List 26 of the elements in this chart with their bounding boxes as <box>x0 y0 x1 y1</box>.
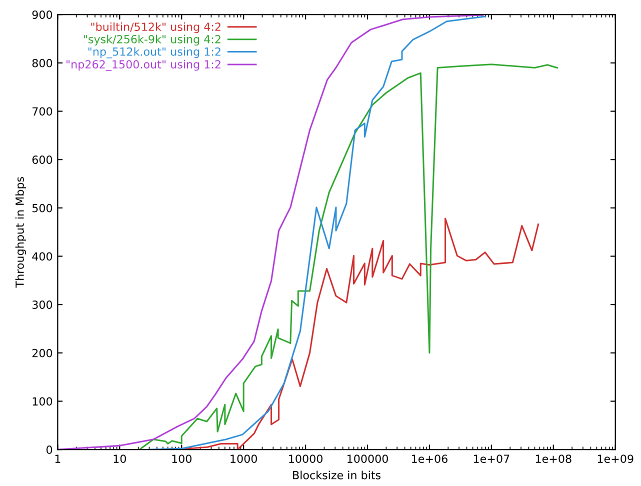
x-tick-label: 1000 <box>230 454 257 464</box>
y-tick-label: 0 <box>46 446 52 454</box>
x-tick-label: 100 <box>172 454 192 464</box>
x-tick-label: 1e+06 <box>412 454 448 464</box>
y-tick-label: 700 <box>32 107 52 116</box>
y-tick-label: 100 <box>32 397 52 406</box>
x-tick-label: 1e+09 <box>598 454 634 464</box>
y-tick-label: 200 <box>32 348 52 358</box>
y-tick-label: 900 <box>32 10 52 19</box>
legend-label: "sysk/256k-9k" using 4:2 <box>84 34 220 46</box>
legend-label: "np_512k.out" using 1:2 <box>88 47 220 58</box>
legend-label: "builtin/512k" using 4:2 <box>91 22 220 34</box>
y-axis-title: Throughput in Mbps <box>15 177 26 288</box>
x-tick-label: 1e+07 <box>474 454 510 464</box>
y-tick-label: 300 <box>32 300 52 309</box>
x-tick-label: 1e+08 <box>536 454 572 464</box>
x-axis-title: Blocksize in bits <box>293 470 381 480</box>
x-tick-label: 10 <box>114 454 126 464</box>
x-tick-label: 100000 <box>348 454 388 464</box>
x-tick-label: 1 <box>55 454 60 463</box>
legend-label: "np262_1500.out" using 1:2 <box>66 60 220 71</box>
y-tick-label: 600 <box>32 156 52 164</box>
y-tick-label: 400 <box>32 252 52 261</box>
y-tick-label: 500 <box>32 204 52 212</box>
x-tick-label: 10000 <box>289 454 322 464</box>
y-tick-label: 800 <box>32 58 52 68</box>
